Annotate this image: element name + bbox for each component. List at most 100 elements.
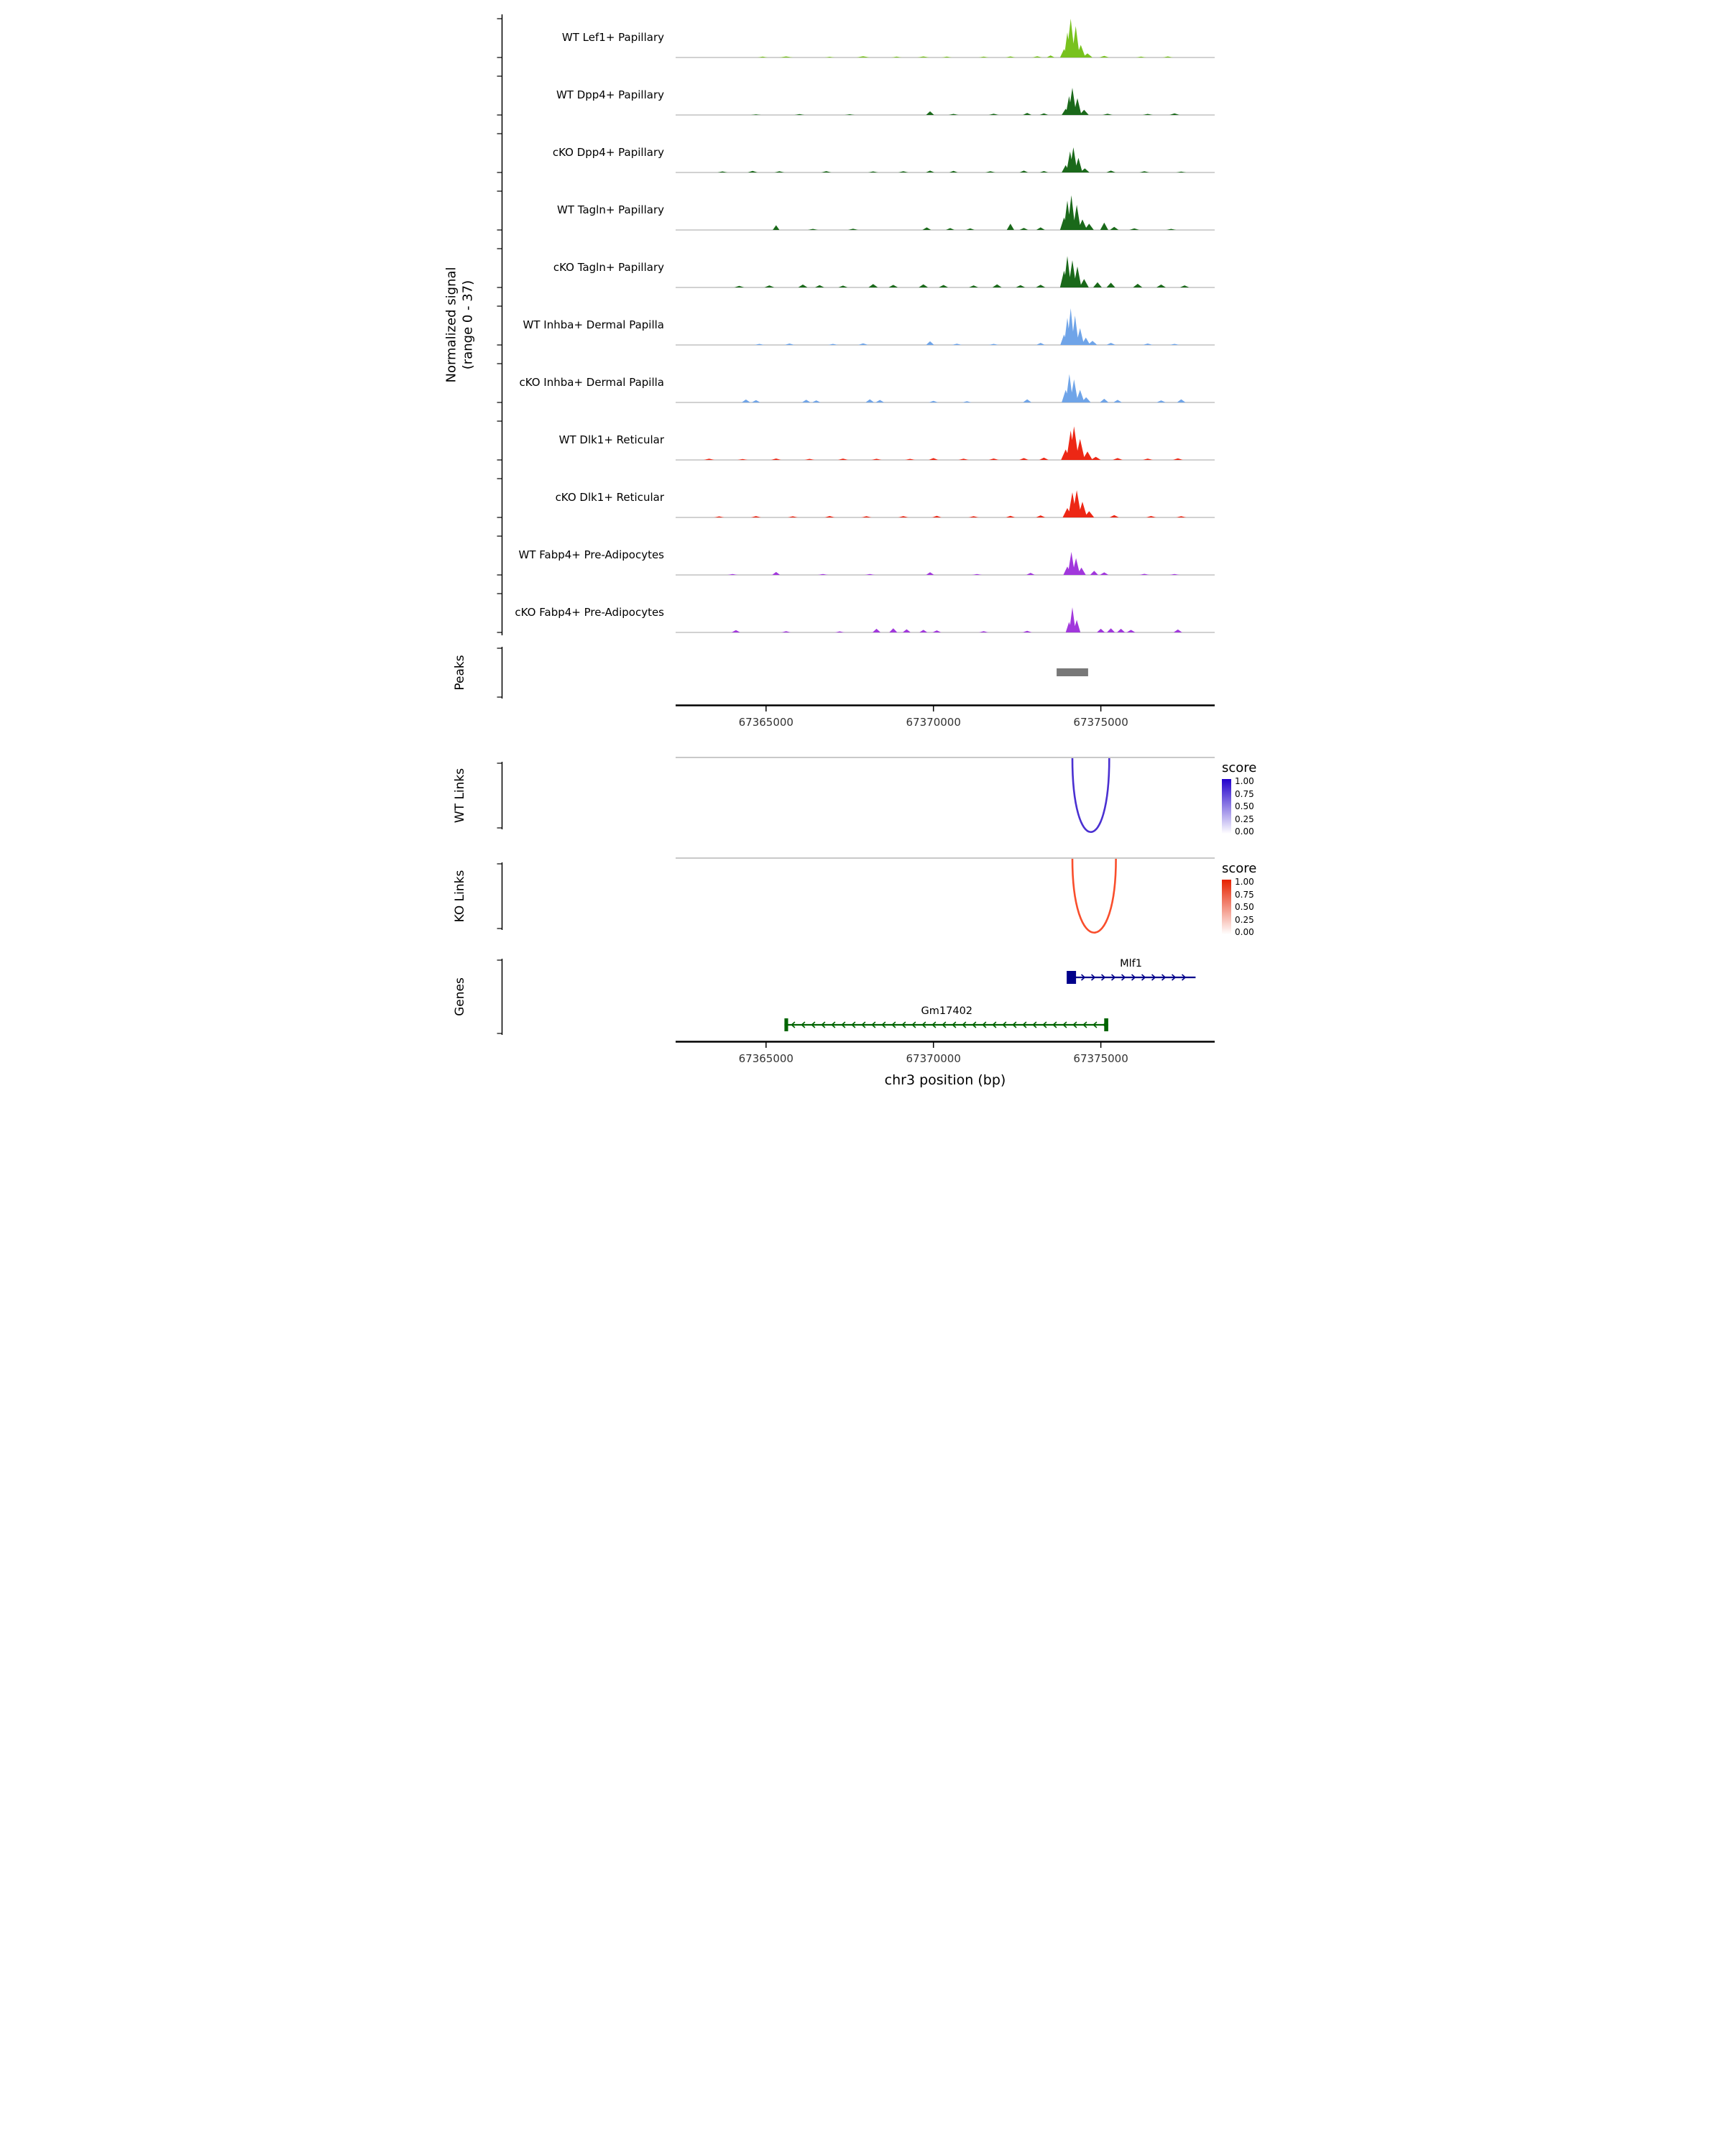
y-axis-title-line2: (range 0 - 37)	[461, 280, 476, 370]
wt-legend-title: score	[1222, 760, 1257, 775]
wt-legend-tick: 0.00	[1235, 826, 1254, 837]
signal-area	[754, 308, 1180, 345]
peaks-label-text: Peaks	[452, 655, 467, 691]
y-axis-bracket	[497, 14, 503, 635]
track-plot	[676, 490, 1215, 518]
x-axis-top: 67365000 67370000 67375000	[676, 704, 1215, 729]
x-axis-bottom: 67365000 67370000 67375000	[676, 1041, 1215, 1065]
gene-strand-arrow	[881, 1021, 886, 1028]
track-plot	[676, 147, 1215, 173]
x-axis-top-section: 67365000 67370000 67375000	[431, 704, 1294, 737]
signal-track-row: WT Lef1+ Papillary	[503, 9, 1215, 66]
gene-strand-arrow	[891, 1021, 896, 1028]
gene-strand-arrow	[861, 1021, 866, 1028]
gene-strand-arrow	[1103, 1021, 1108, 1028]
ko-score-legend: score 1.00 0.75 0.50 0.25 0.00	[1215, 857, 1294, 937]
axis-bottom-plotcol: 67365000 67370000 67375000 chr3 position (…	[676, 1041, 1215, 1092]
tracks-gutter: Normalized signal (range 0 - 37)	[431, 9, 503, 641]
x-tick-label: 67370000	[906, 716, 961, 729]
signal-track-row: cKO Fabp4+ Pre-Adipocytes	[503, 584, 1215, 641]
x-axis-label: chr3 position (bp)	[884, 1072, 1006, 1088]
spacer	[431, 936, 1294, 953]
gene-strand-arrow	[911, 1021, 916, 1028]
gene-strand-arrow	[942, 1021, 947, 1028]
gene-exon	[784, 1018, 788, 1031]
ko-links-legend-col: score 1.00 0.75 0.50 0.25 0.00	[1215, 857, 1294, 937]
genes-label-text: Genes	[452, 977, 467, 1016]
wt-score-gradient-bar	[1222, 779, 1231, 834]
gene-strand-arrow	[962, 1021, 967, 1028]
signal-track-row: cKO Inhba+ Dermal Papilla	[503, 354, 1215, 411]
ko-legend-tick: 0.75	[1235, 889, 1254, 900]
gene-strand-arrow	[1052, 1021, 1057, 1028]
gene-strand-arrow	[1092, 1021, 1098, 1028]
gene-exon	[1067, 971, 1077, 984]
wt-links-bracket	[497, 762, 503, 829]
gene-strand-arrow	[982, 1021, 987, 1028]
signal-track-row: WT Inhba+ Dermal Papilla	[503, 296, 1215, 354]
genes-plot: Mlf1 Gm17402	[784, 958, 1196, 1031]
ko-legend-tick: 0.25	[1235, 914, 1254, 925]
ko-legend-tick: 0.00	[1235, 927, 1254, 937]
genes-section: Genes Mlf1 Gm17402	[431, 953, 1294, 1041]
wt-links-legend-col: score 1.00 0.75 0.50 0.25 0.00	[1215, 756, 1294, 837]
axis-top-legend-spacer	[1215, 704, 1294, 737]
gene-strand-arrow	[1181, 974, 1187, 981]
signal-tracks-section: Normalized signal (range 0 - 37) WT Lef1…	[431, 9, 1294, 641]
ko-links-section: KO Links score 1.00 0.75 0.50 0.25 0.00	[431, 857, 1294, 937]
track-label: cKO Dpp4+ Papillary	[552, 146, 664, 159]
gene-strand-arrow	[1062, 1021, 1067, 1028]
genes-label-spacer	[503, 953, 676, 1041]
axis-bottom-legend-spacer	[1215, 1041, 1294, 1092]
track-plot	[676, 551, 1215, 576]
gene-strand-arrow	[1070, 974, 1076, 981]
genes-gutter: Genes	[431, 953, 503, 1041]
ko-legend-body: 1.00 0.75 0.50 0.25 0.00	[1222, 877, 1294, 937]
signal-area	[734, 256, 1190, 287]
axis-top-spacer	[503, 704, 676, 737]
gene-strand-arrow	[952, 1021, 957, 1028]
signal-track-row: WT Fabp4+ Pre-Adipocytes	[503, 526, 1215, 584]
signal-area	[717, 147, 1187, 172]
signal-track-row: cKO Dlk1+ Reticular	[503, 469, 1215, 526]
gene-strand-arrow	[1002, 1021, 1007, 1028]
track-plot	[676, 19, 1215, 58]
x-tick-label: 67375000	[1073, 716, 1128, 729]
track-label: WT Tagln+ Papillary	[557, 203, 664, 216]
tracks-legend-spacer	[1215, 9, 1294, 641]
y-axis-title-line1: Normalized signal	[443, 267, 459, 383]
track-label: WT Inhba+ Dermal Papilla	[523, 318, 664, 331]
track-plot	[676, 607, 1215, 633]
ko-links-gutter: KO Links	[431, 857, 503, 936]
x-tick-label: 67365000	[739, 716, 794, 729]
signal-area	[704, 426, 1183, 460]
gene-strand-arrow	[871, 1021, 876, 1028]
wt-links-label-text: WT Links	[452, 768, 467, 824]
ko-links-bracket	[497, 862, 503, 930]
ko-legend-title: score	[1222, 861, 1257, 876]
gene-strand-arrow	[932, 1021, 937, 1028]
wt-score-legend: score 1.00 0.75 0.50 0.25 0.00	[1215, 756, 1294, 837]
peaks-label-spacer	[503, 641, 676, 704]
wt-legend-tick: 0.25	[1235, 814, 1254, 824]
link-arc	[1071, 858, 1117, 934]
x-tick-label: 67365000	[739, 1052, 794, 1065]
gene-strand-arrow	[1141, 974, 1146, 981]
axis-top-gutter	[431, 704, 503, 737]
track-plot	[676, 88, 1215, 116]
gene-strand-arrow	[1042, 1021, 1047, 1028]
gene-strand-arrow	[1100, 974, 1106, 981]
spacer	[431, 737, 1294, 756]
peaks-section: Peaks	[431, 641, 1294, 704]
genes-section-label: Genes	[452, 977, 468, 1016]
wt-links-gutter: WT Links	[431, 756, 503, 835]
wt-legend-ticks: 1.00 0.75 0.50 0.25 0.00	[1235, 776, 1254, 837]
signal-area	[731, 607, 1182, 632]
peaks-section-label: Peaks	[452, 655, 468, 690]
gene-strand-arrow	[1090, 974, 1096, 981]
gene-strand-arrow	[1072, 1021, 1077, 1028]
signal-track-row: WT Tagln+ Papillary	[503, 181, 1215, 239]
ko-legend-ticks: 1.00 0.75 0.50 0.25 0.00	[1235, 877, 1254, 937]
track-label: cKO Inhba+ Dermal Papilla	[519, 376, 664, 389]
gene-strand-arrow	[801, 1021, 806, 1028]
